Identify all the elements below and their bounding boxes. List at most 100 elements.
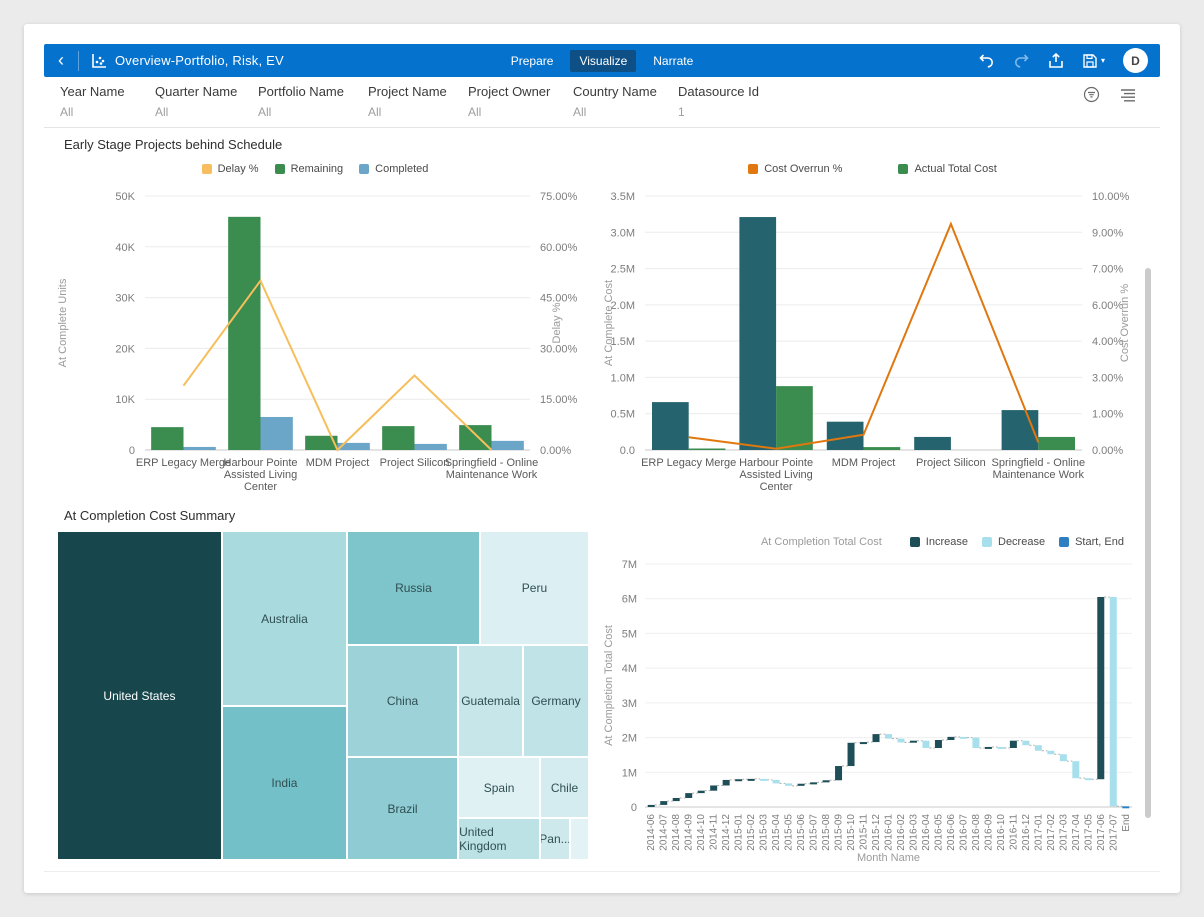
- left-axis-tick: 0.0: [620, 445, 635, 457]
- bar-completed[interactable]: [261, 417, 293, 450]
- canvas-menu-icon[interactable]: [1120, 88, 1136, 107]
- waterfall-bar-decrease[interactable]: [1072, 761, 1079, 778]
- waterfall-bar-increase[interactable]: [735, 779, 742, 781]
- legend-item-increase[interactable]: Increase: [910, 536, 968, 548]
- waterfall-bar-increase[interactable]: [698, 791, 705, 793]
- header-bar: ‹ Overview-Portfolio, Risk, EV Prepare V…: [44, 44, 1160, 77]
- waterfall-bar-increase[interactable]: [935, 740, 942, 748]
- filter-project-name[interactable]: Project Name All: [368, 84, 468, 119]
- x-axis-tick: 2016-05: [933, 814, 944, 851]
- waterfall-bar-increase[interactable]: [810, 782, 817, 784]
- waterfall-bar-increase[interactable]: [798, 784, 805, 786]
- waterfall-bar-increase[interactable]: [673, 798, 680, 801]
- waterfall-bar-decrease[interactable]: [885, 734, 892, 739]
- waterfall-bar-increase[interactable]: [660, 801, 667, 805]
- bar-at-complete-cost[interactable]: [652, 402, 689, 450]
- filter-separator: [44, 127, 1160, 128]
- treemap-node-guatemala[interactable]: Guatemala: [458, 645, 523, 757]
- waterfall-bar-increase[interactable]: [873, 734, 880, 742]
- waterfall-bar-decrease[interactable]: [997, 747, 1004, 749]
- redo-icon[interactable]: [1013, 53, 1030, 68]
- filter-icon[interactable]: [1083, 86, 1100, 108]
- canvas-scrollbar[interactable]: [1145, 268, 1151, 818]
- waterfall-bar-increase[interactable]: [710, 785, 717, 790]
- legend-item-start-end[interactable]: Start, End: [1059, 536, 1124, 548]
- tab-visualize[interactable]: Visualize: [570, 50, 636, 72]
- waterfall-bar-decrease[interactable]: [1035, 745, 1042, 751]
- bottom-section-title: At Completion Cost Summary: [64, 508, 235, 523]
- treemap-node[interactable]: [570, 818, 589, 860]
- waterfall-bar-decrease[interactable]: [785, 783, 792, 785]
- waterfall-bar-decrease[interactable]: [1022, 741, 1029, 746]
- waterfall-bar-increase[interactable]: [848, 743, 855, 766]
- waterfall-bar-increase[interactable]: [685, 793, 692, 798]
- waterfall-bar-increase[interactable]: [860, 742, 867, 744]
- filter-quarter-name[interactable]: Quarter Name All: [155, 84, 258, 119]
- waterfall-bar-increase[interactable]: [947, 737, 954, 740]
- legend-item-delay[interactable]: Delay %: [202, 163, 259, 175]
- waterfall-bar-decrease[interactable]: [1110, 597, 1117, 806]
- waterfall-bar-increase[interactable]: [1097, 597, 1104, 779]
- undo-icon[interactable]: [978, 53, 995, 68]
- bar-actual-total-cost[interactable]: [1038, 437, 1075, 450]
- filter-portfolio-name[interactable]: Portfolio Name All: [258, 84, 368, 119]
- legend-item-actual-total-cost[interactable]: Actual Total Cost: [898, 163, 996, 175]
- waterfall-bar-increase[interactable]: [1010, 741, 1017, 748]
- legend-item-cost-overrun[interactable]: Cost Overrun %: [748, 163, 842, 175]
- tab-prepare[interactable]: Prepare: [502, 50, 563, 72]
- legend-item-remaining[interactable]: Remaining: [275, 163, 344, 175]
- treemap-node-united-states[interactable]: United States: [57, 531, 222, 860]
- waterfall-bar-increase[interactable]: [910, 741, 917, 743]
- bar-actual-total-cost[interactable]: [776, 386, 813, 450]
- treemap-node-peru[interactable]: Peru: [480, 531, 589, 645]
- back-chevron-icon[interactable]: ‹: [44, 44, 78, 77]
- bar-at-complete-cost[interactable]: [739, 217, 776, 450]
- bar-remaining[interactable]: [151, 427, 183, 450]
- waterfall-bar-decrease[interactable]: [1085, 778, 1092, 780]
- treemap-node-australia[interactable]: Australia: [222, 531, 347, 706]
- waterfall-bar-decrease[interactable]: [1060, 754, 1067, 761]
- treemap-node-india[interactable]: India: [222, 706, 347, 860]
- waterfall-bar-decrease[interactable]: [922, 741, 929, 748]
- bar-actual-total-cost[interactable]: [864, 447, 901, 450]
- treemap-node-united-kingdom[interactable]: United Kingdom: [458, 818, 540, 860]
- save-caret-icon[interactable]: ▾: [1101, 56, 1105, 65]
- waterfall-bar-decrease[interactable]: [773, 780, 780, 783]
- bar-actual-total-cost[interactable]: [689, 449, 726, 451]
- bar-completed[interactable]: [492, 441, 524, 450]
- legend-item-decrease[interactable]: Decrease: [982, 536, 1045, 548]
- share-icon[interactable]: [1048, 53, 1064, 69]
- bar-remaining[interactable]: [382, 426, 414, 450]
- waterfall-bar-increase[interactable]: [648, 805, 655, 807]
- filter-project-owner[interactable]: Project Owner All: [468, 84, 573, 119]
- waterfall-bar-decrease[interactable]: [1047, 751, 1054, 754]
- treemap-node-chile[interactable]: Chile: [540, 757, 589, 818]
- treemap-node-pan[interactable]: Pan...: [540, 818, 570, 860]
- waterfall-bar-increase[interactable]: [823, 780, 830, 782]
- waterfall-bar-increase[interactable]: [835, 766, 842, 780]
- filter-year-name[interactable]: Year Name All: [60, 84, 155, 119]
- waterfall-bar-start_end[interactable]: [1122, 806, 1129, 808]
- treemap-node-brazil[interactable]: Brazil: [347, 757, 458, 860]
- waterfall-bar-increase[interactable]: [723, 780, 730, 786]
- treemap-node-germany[interactable]: Germany: [523, 645, 589, 757]
- tab-narrate[interactable]: Narrate: [644, 50, 702, 72]
- filter-datasource-id[interactable]: Datasource Id 1: [678, 84, 768, 119]
- bar-completed[interactable]: [415, 444, 447, 450]
- treemap-node-spain[interactable]: Spain: [458, 757, 540, 818]
- bar-remaining[interactable]: [228, 217, 260, 450]
- waterfall-bar-decrease[interactable]: [972, 738, 979, 748]
- waterfall-bar-decrease[interactable]: [897, 739, 904, 743]
- bar-completed[interactable]: [184, 447, 216, 450]
- user-avatar[interactable]: D: [1123, 48, 1148, 73]
- waterfall-bar-decrease[interactable]: [960, 737, 967, 739]
- bar-at-complete-cost[interactable]: [914, 437, 951, 450]
- waterfall-bar-increase[interactable]: [985, 747, 992, 749]
- waterfall-bar-decrease[interactable]: [760, 779, 767, 781]
- waterfall-bar-increase[interactable]: [748, 779, 755, 781]
- save-icon[interactable]: ▾: [1082, 53, 1105, 69]
- treemap-node-russia[interactable]: Russia: [347, 531, 480, 645]
- filter-country-name[interactable]: Country Name All: [573, 84, 678, 119]
- treemap-node-china[interactable]: China: [347, 645, 458, 757]
- legend-item-completed[interactable]: Completed: [359, 163, 428, 175]
